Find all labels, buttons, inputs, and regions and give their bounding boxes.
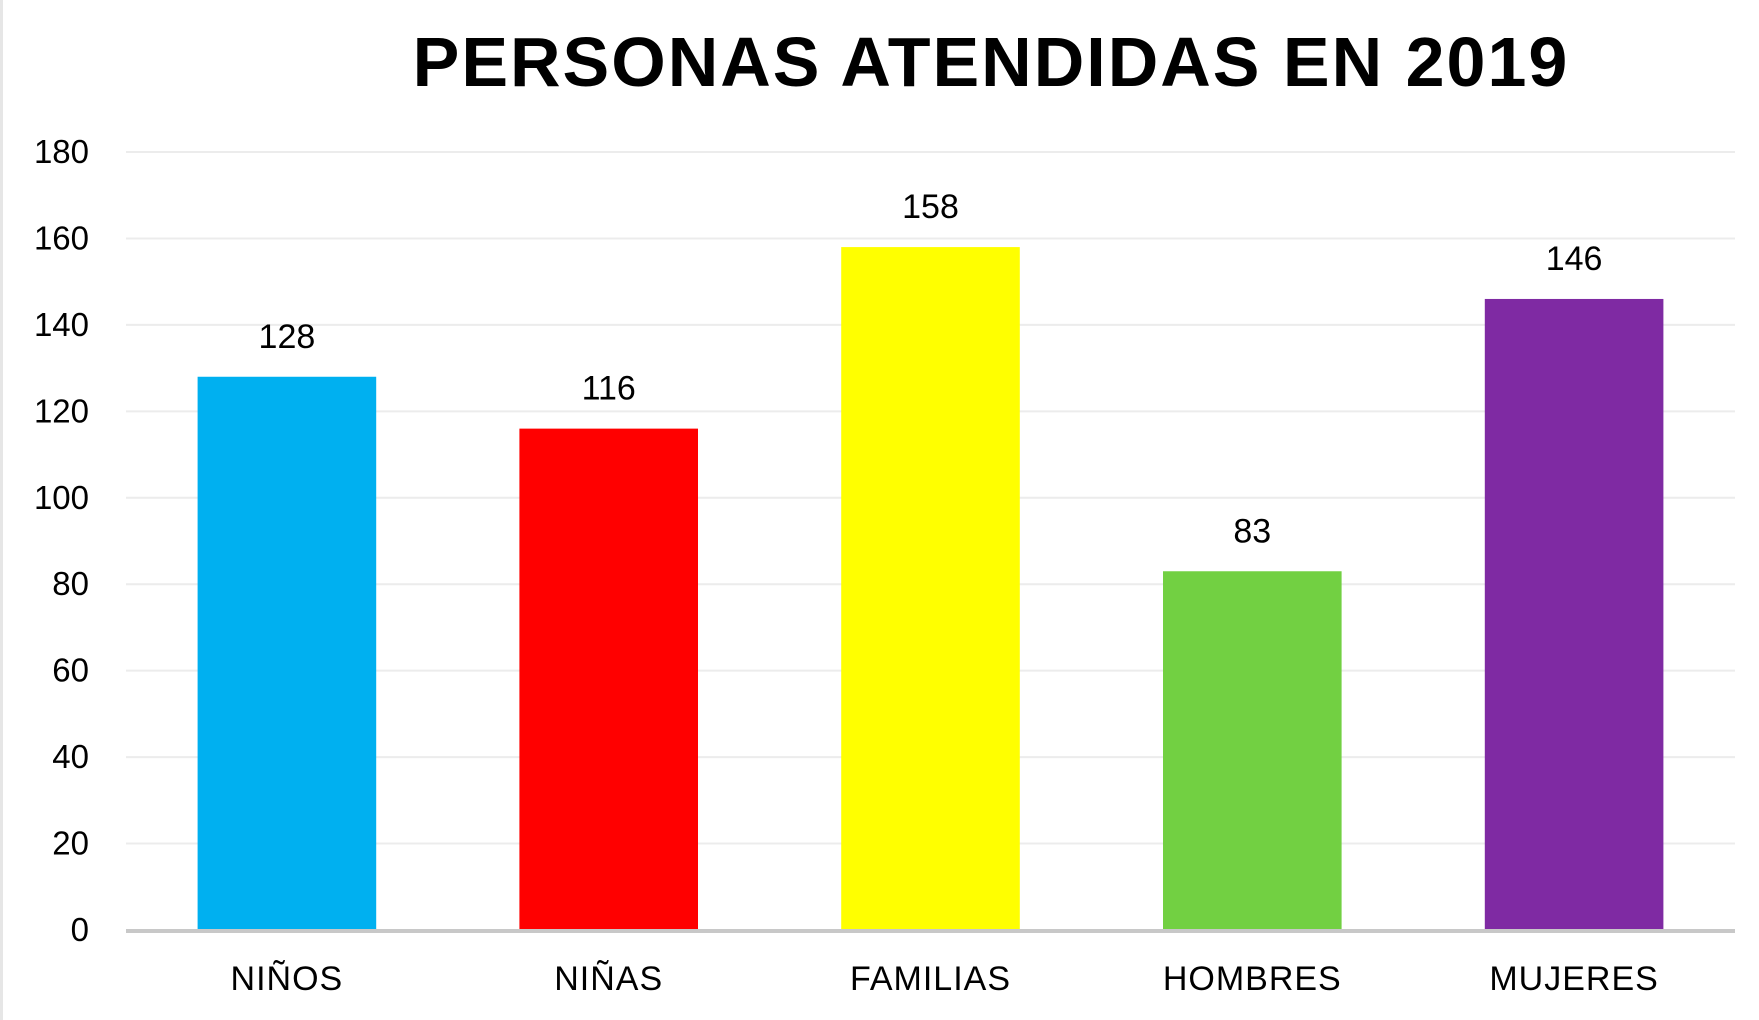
category-label: FAMILIAS bbox=[850, 960, 1011, 998]
y-tick-label: 80 bbox=[52, 565, 89, 602]
y-tick-label: 140 bbox=[34, 306, 89, 343]
data-label: 146 bbox=[1546, 240, 1603, 278]
x-axis-categories: NIÑOS NIÑAS FAMILIAS HOMBRES MUJERES bbox=[231, 960, 1658, 998]
bar bbox=[841, 247, 1020, 931]
y-tick-label: 60 bbox=[52, 652, 89, 689]
y-tick-label: 40 bbox=[52, 738, 89, 775]
bar bbox=[1163, 571, 1342, 930]
chart-title: PERSONAS ATENDIDAS EN 2019 bbox=[412, 23, 1570, 101]
category-label: NIÑOS bbox=[231, 960, 344, 998]
data-label: 116 bbox=[582, 370, 636, 408]
category-label: MUJERES bbox=[1489, 960, 1658, 998]
y-tick-label: 120 bbox=[34, 392, 89, 429]
category-label: HOMBRES bbox=[1163, 960, 1342, 998]
bar bbox=[197, 376, 377, 930]
data-label: 83 bbox=[1233, 512, 1271, 550]
y-tick-label: 160 bbox=[34, 219, 89, 256]
y-tick-label: 20 bbox=[52, 825, 89, 862]
y-axis-ticks: 0 20 40 60 80 100 120 140 160 180 bbox=[34, 133, 89, 948]
y-tick-label: 100 bbox=[34, 479, 89, 516]
bar bbox=[1484, 298, 1664, 930]
bars bbox=[197, 247, 1664, 931]
bar bbox=[519, 428, 698, 930]
data-label: 128 bbox=[259, 318, 316, 356]
y-tick-label: 180 bbox=[34, 133, 89, 170]
category-label: NIÑAS bbox=[554, 960, 663, 998]
data-labels: 128 116 158 83 146 bbox=[259, 188, 1603, 550]
data-label: 158 bbox=[902, 188, 959, 226]
y-tick-label: 0 bbox=[71, 911, 89, 948]
